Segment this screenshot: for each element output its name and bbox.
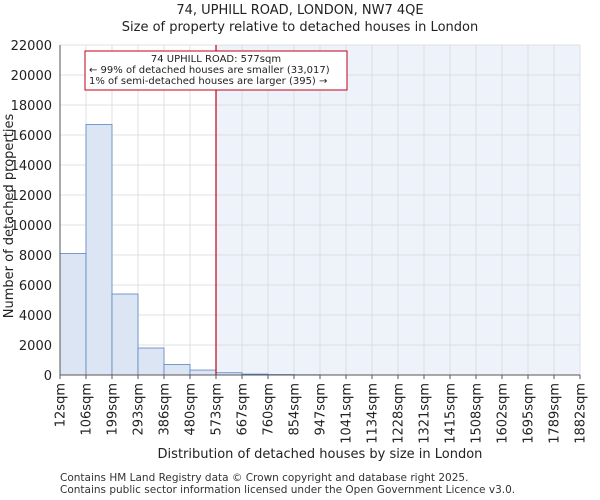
x-tick-label: 667sqm <box>236 383 251 436</box>
x-tick-label: 1789sqm <box>548 383 563 444</box>
annotation-title: 74 UPHILL ROAD: 577sqm <box>151 54 281 65</box>
footer-copyright: Contains HM Land Registry data © Crown c… <box>60 472 469 484</box>
x-tick-label: 1508sqm <box>470 383 485 444</box>
y-tick-label: 16000 <box>11 129 52 144</box>
y-axis-label: Number of detached properties <box>2 114 17 319</box>
y-tick-label: 2000 <box>19 339 52 354</box>
x-tick-label: 947sqm <box>314 383 329 436</box>
x-tick-label: 12sqm <box>54 383 69 427</box>
x-tick-label: 1321sqm <box>418 383 433 444</box>
chart-subtitle: Size of property relative to detached ho… <box>121 20 479 35</box>
x-tick-label: 199sqm <box>106 383 121 436</box>
histogram-chart: 0 2000 4000 6000 8000 10000 12000 14000 16000 180… <box>2 39 589 462</box>
x-tick-label: 1228sqm <box>392 383 407 444</box>
x-tick-label: 1041sqm <box>340 383 355 444</box>
y-tick-label: 4000 <box>19 309 52 324</box>
x-tick-label: 1415sqm <box>444 383 459 444</box>
x-tick-label: 293sqm <box>132 383 147 436</box>
x-axis-label: Distribution of detached houses by size … <box>158 447 483 462</box>
y-tick-label: 20000 <box>11 69 52 84</box>
bar <box>189 369 217 376</box>
annotation-box <box>84 50 348 91</box>
bar <box>59 253 87 376</box>
y-tick-label: 6000 <box>19 279 52 294</box>
x-tick-label: 854sqm <box>288 383 303 436</box>
y-tick-label: 14000 <box>11 159 52 174</box>
y-tick-label: 22000 <box>11 39 52 54</box>
bar <box>137 347 165 376</box>
x-tick-label: 386sqm <box>158 383 173 436</box>
x-tick-label: 573sqm <box>210 383 225 436</box>
x-tick-label: 1602sqm <box>496 383 511 444</box>
annotation-larger: 1% of semi-detached houses are larger (3… <box>89 76 327 87</box>
x-tick-label: 760sqm <box>262 383 277 436</box>
y-tick-label: 8000 <box>19 249 52 264</box>
footer-licence: Contains public sector information licen… <box>60 484 516 496</box>
y-tick-label: 10000 <box>11 219 52 234</box>
bar <box>85 124 113 376</box>
y-tick-label: 0 <box>44 369 52 384</box>
x-tick-label: 1134sqm <box>366 383 381 444</box>
x-tick-label: 1695sqm <box>522 383 537 444</box>
chart-title: 74, UPHILL ROAD, LONDON, NW7 4QE <box>176 3 424 18</box>
annotation-smaller: ← 99% of detached houses are smaller (33… <box>89 65 330 76</box>
x-tick-label: 106sqm <box>80 383 95 436</box>
y-tick-label: 18000 <box>11 99 52 114</box>
x-tick-label: 480sqm <box>184 383 199 436</box>
bar <box>111 293 139 376</box>
bar <box>163 364 191 376</box>
x-tick-label: 1882sqm <box>574 383 589 444</box>
y-tick-label: 12000 <box>11 189 52 204</box>
